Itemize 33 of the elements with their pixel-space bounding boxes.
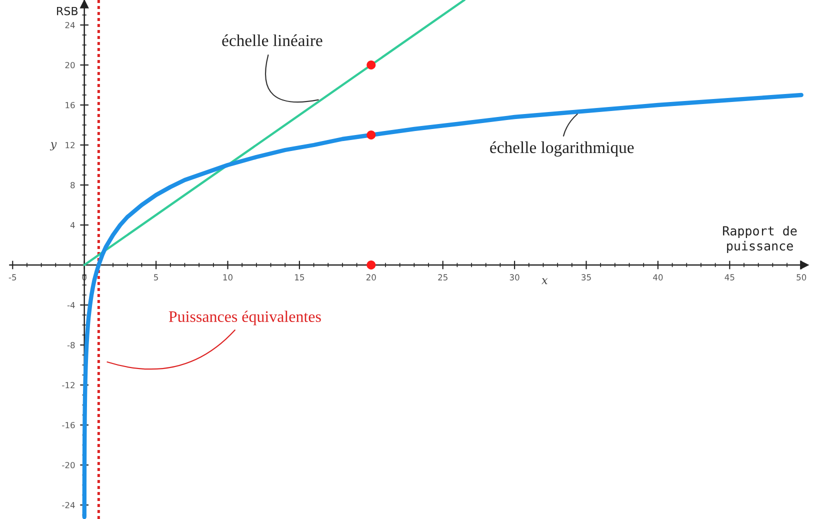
x-tick-label: 30 [510, 274, 520, 280]
text: échelle linéaire [222, 34, 322, 46]
x-tick-label: 45 [724, 274, 734, 280]
y-tick-label: 8 [70, 182, 75, 188]
y-tick-label: -24 [62, 502, 75, 508]
y-tick-label: -4 [67, 302, 75, 308]
x-tick-label: 5 [154, 274, 158, 280]
annotation: x [542, 278, 548, 284]
y-tick-label: 20 [65, 62, 75, 68]
x-tick-label: 15 [295, 274, 304, 280]
x-axis-title: Rapport de puissance [723, 226, 797, 253]
x-tick-label: 35 [582, 274, 591, 280]
y-tick-label: 16 [66, 102, 75, 108]
x-tick-label: 10 [223, 274, 232, 280]
y-tick-label: 12 [66, 142, 74, 148]
x-tick-label: 40 [653, 274, 663, 280]
y-tick-label: 4 [70, 222, 75, 228]
y-axis-title: RSB [57, 6, 78, 16]
y-tick-label: -12 [62, 382, 74, 388]
point [366, 60, 376, 70]
y-tick-label: 24 [65, 22, 75, 28]
point [366, 130, 376, 140]
x-tick-label: 25 [438, 274, 448, 280]
annotation: y [50, 142, 57, 150]
y-tick-label: -8 [67, 342, 75, 348]
x-tick-label: 50 [796, 274, 806, 280]
point [366, 260, 376, 270]
ref-line-label: Puissances équivalentes [168, 310, 321, 326]
series-label: échelle logarithmique [490, 141, 634, 157]
x-tick-label: 20 [366, 274, 376, 280]
y-tick-label: -16 [62, 422, 75, 428]
y-tick-label: -20 [62, 462, 75, 468]
x-tick-label: -5 [8, 274, 16, 280]
